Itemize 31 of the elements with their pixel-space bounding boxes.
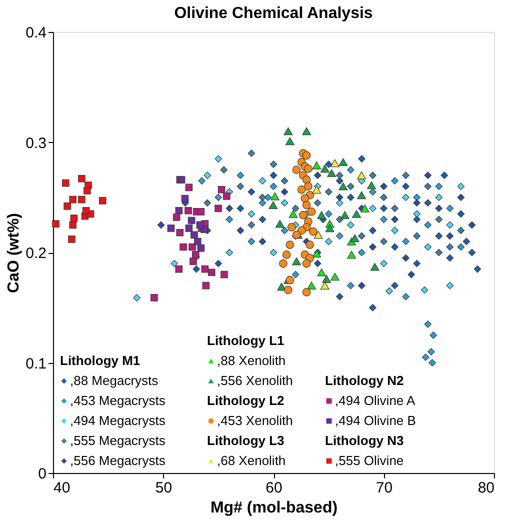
y-tick-label: 0.1 [26, 355, 46, 372]
annotation: Lithology N3 [325, 433, 404, 448]
legend-label: ,555 Megacrysts [70, 433, 166, 448]
legend-label: ,556 Megacrysts [70, 453, 166, 468]
x-tick-label: 70 [376, 480, 393, 496]
x-tick-label: 60 [266, 480, 282, 496]
chart-title: Olivine Chemical Analysis [174, 5, 373, 22]
y-tick-label: 0.4 [26, 24, 46, 42]
annotation: Lithology L2 [207, 393, 284, 408]
y-tick-label: 0.3 [26, 134, 46, 152]
legend-label: ,88 Megacrysts [70, 373, 159, 388]
legend-label: ,555 Olivine [335, 453, 404, 468]
y-axis-title: CaO (wt%) [6, 213, 23, 293]
legend-label: ,88 Xenolith [217, 353, 286, 368]
x-tick-label: 40 [54, 480, 70, 496]
legend-label: ,494 Megacrysts [70, 413, 166, 428]
x-tick-label: 50 [155, 480, 172, 496]
legend-label: ,494 Olivine A [335, 393, 416, 408]
annotation: Lithology L1 [207, 333, 284, 348]
annotation: Lithology N2 [325, 373, 404, 388]
legend-label: ,556 Xenolith [217, 373, 293, 388]
x-axis-title: Mg# (mol-based) [210, 500, 338, 516]
y-tick-label: 0 [38, 466, 46, 482]
x-tick-label: 80 [478, 480, 494, 496]
legend-label: ,453 Xenolith [217, 413, 293, 428]
annotation: Lithology M1 [60, 353, 140, 368]
legend-label: ,453 Megacrysts [70, 393, 166, 408]
y-tick-label: 0.2 [26, 245, 46, 262]
legend-label: ,68 Xenolith [217, 453, 286, 468]
legend-label: ,494 Olivine B [335, 413, 416, 428]
annotation: Lithology L3 [207, 433, 284, 448]
